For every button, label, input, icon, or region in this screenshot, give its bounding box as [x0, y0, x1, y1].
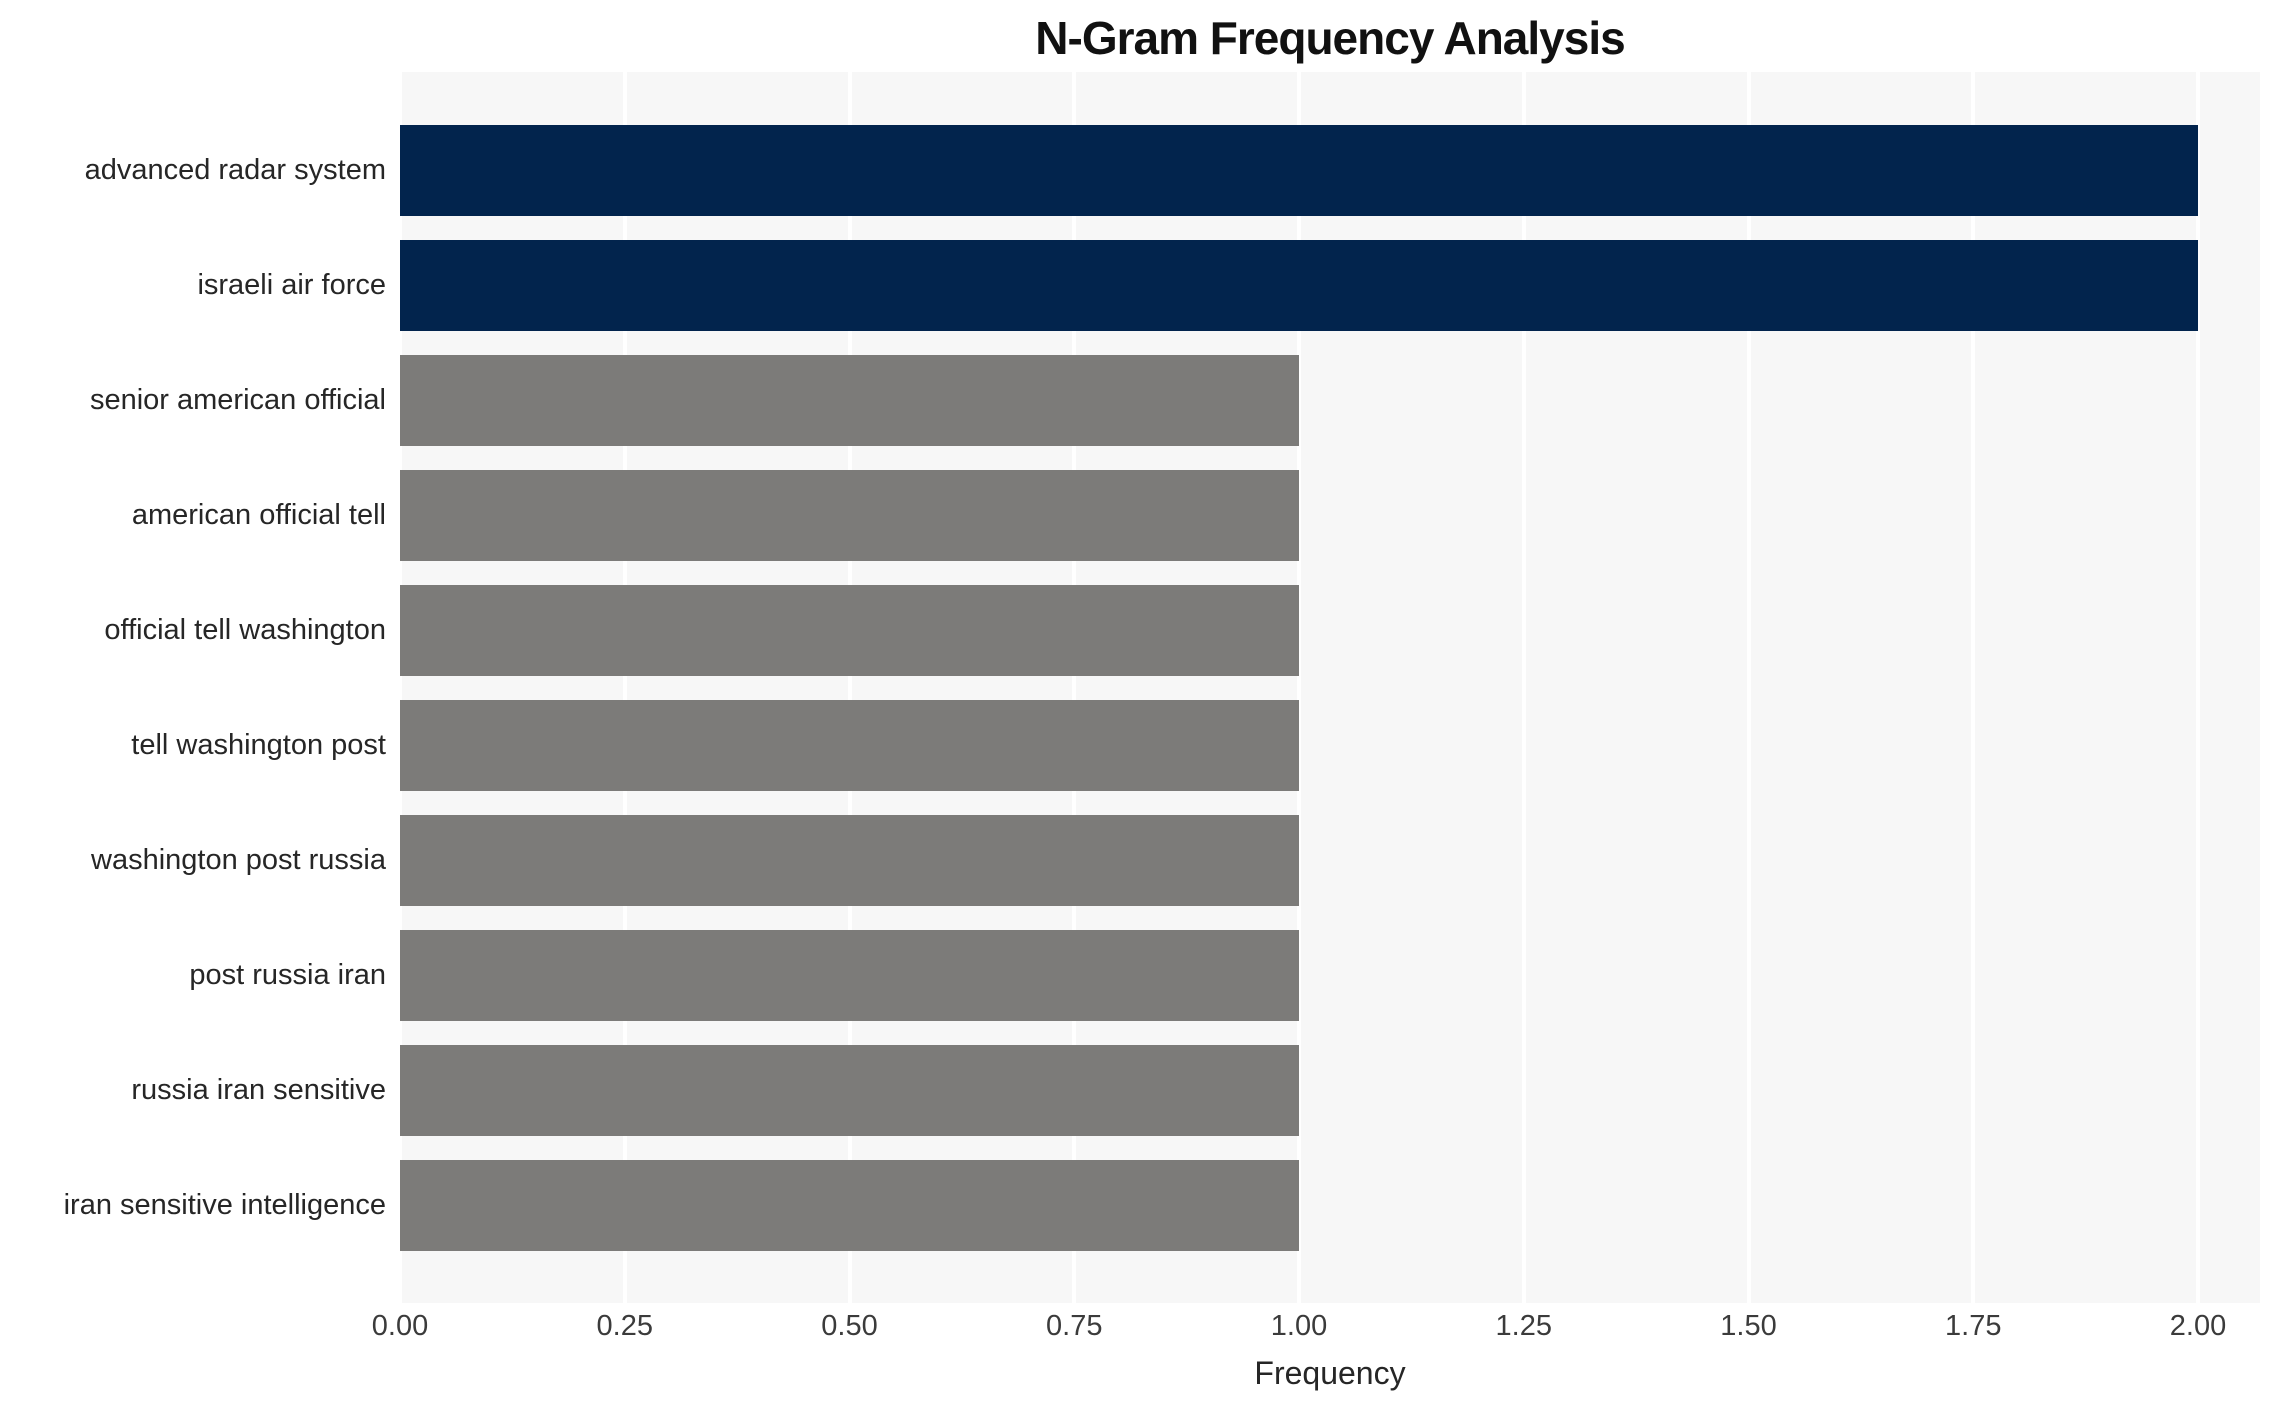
frequency-bar — [400, 815, 1299, 906]
category-label: post russia iran — [189, 959, 386, 991]
bar-row: official tell washington — [0, 585, 2280, 676]
frequency-bar — [400, 700, 1299, 791]
x-tick-label: 1.75 — [1945, 1310, 2002, 1342]
gridline-x-0.25 — [622, 72, 627, 1303]
bar-row: american official tell — [0, 470, 2280, 561]
gridline-x-0.50 — [847, 72, 852, 1303]
x-tick-label: 2.00 — [2169, 1310, 2227, 1342]
bar-row: washington post russia — [0, 815, 2280, 906]
x-tick-label: 1.00 — [1270, 1310, 1328, 1342]
x-tick-label: 0.75 — [1046, 1310, 1103, 1342]
bar-rows: advanced radar system israeli air force se… — [0, 72, 2280, 1303]
category-label: israeli air force — [197, 269, 386, 301]
bar-row: senior american official — [0, 355, 2280, 446]
frequency-bar — [400, 125, 2198, 216]
x-axis-label: Frequency — [1254, 1355, 1406, 1391]
bar-row: post russia iran — [0, 930, 2280, 1021]
gridline-x-0.75 — [1072, 72, 1077, 1303]
category-label: advanced radar system — [84, 154, 386, 186]
category-label: official tell washington — [104, 614, 386, 646]
category-label: american official tell — [131, 499, 386, 531]
x-tick-label: 0.00 — [371, 1310, 429, 1342]
bar-row: russia iran sensitive — [0, 1045, 2280, 1136]
gridline-x-1.25 — [1521, 72, 1526, 1303]
category-label: iran sensitive intelligence — [63, 1189, 386, 1221]
category-label: washington post russia — [91, 844, 386, 876]
frequency-bar — [400, 585, 1299, 676]
gridline-x-1.75 — [1971, 72, 1976, 1303]
bar-row: israeli air force — [0, 240, 2280, 331]
frequency-bar — [400, 930, 1299, 1021]
x-tick-label: 1.25 — [1495, 1310, 1552, 1342]
chart-title: N-Gram Frequency Analysis — [1035, 12, 1625, 64]
category-label: tell washington post — [131, 729, 386, 761]
x-tick-label: 0.50 — [821, 1310, 878, 1342]
gridline-x-0.00 — [398, 72, 402, 1303]
bar-row: advanced radar system — [0, 125, 2280, 216]
bar-row: iran sensitive intelligence — [0, 1160, 2280, 1251]
gridline-x-1.00 — [1297, 72, 1301, 1303]
category-label: senior american official — [89, 384, 386, 416]
category-label: russia iran sensitive — [131, 1074, 386, 1106]
frequency-bar — [400, 240, 2198, 331]
x-tick-label: 0.25 — [596, 1310, 653, 1342]
frequency-bar — [400, 1160, 1299, 1251]
frequency-bar — [400, 470, 1299, 561]
x-axis-ticks: 0.00 0.25 0.50 0.75 1.00 1.25 1.50 1.75 2.00 — [0, 1308, 2280, 1344]
bar-row: tell washington post — [0, 700, 2280, 791]
frequency-bar — [400, 1045, 1299, 1136]
gridline-x-2.00 — [2196, 72, 2200, 1303]
frequency-bar — [400, 355, 1299, 446]
x-tick-label: 1.50 — [1720, 1310, 1777, 1342]
gridline-x-1.50 — [1746, 72, 1751, 1303]
